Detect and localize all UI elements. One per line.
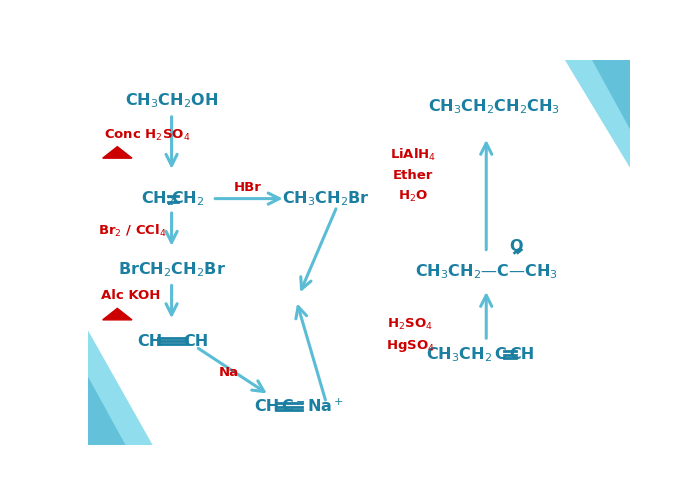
- Text: CH$_3$CH$_2$OH: CH$_3$CH$_2$OH: [125, 91, 218, 110]
- Text: HBr: HBr: [234, 180, 262, 194]
- Text: Na: Na: [218, 366, 239, 379]
- Text: Br$_2$ / CCl$_4$: Br$_2$ / CCl$_4$: [98, 224, 167, 240]
- Text: CH$_2$: CH$_2$: [141, 189, 175, 208]
- Polygon shape: [88, 376, 125, 445]
- Text: CH: CH: [137, 334, 162, 348]
- Text: CH$_3$CH$_2$—C—CH$_3$: CH$_3$CH$_2$—C—CH$_3$: [415, 262, 558, 281]
- Text: C$^-$Na$^+$: C$^-$Na$^+$: [281, 398, 344, 415]
- Text: H$_2$SO$_4$
HgSO$_4$: H$_2$SO$_4$ HgSO$_4$: [386, 316, 435, 354]
- Text: Conc H$_2$SO$_4$: Conc H$_2$SO$_4$: [104, 128, 190, 142]
- Polygon shape: [88, 330, 153, 445]
- Text: C: C: [494, 347, 505, 362]
- Text: CH$_3$CH$_2$CH$_2$CH$_3$: CH$_3$CH$_2$CH$_2$CH$_3$: [428, 97, 561, 116]
- Text: CH: CH: [183, 334, 209, 348]
- Text: Alc KOH: Alc KOH: [101, 289, 160, 302]
- Text: LiAlH$_4$
Ether
H$_2$O: LiAlH$_4$ Ether H$_2$O: [390, 147, 436, 204]
- Text: CH$_3$CH$_2$Br: CH$_3$CH$_2$Br: [282, 189, 370, 208]
- Polygon shape: [103, 146, 132, 158]
- Text: CH: CH: [254, 399, 279, 414]
- Text: BrCH$_2$CH$_2$Br: BrCH$_2$CH$_2$Br: [118, 260, 225, 279]
- Text: CH: CH: [509, 347, 534, 362]
- Text: CH$_3$CH$_2$: CH$_3$CH$_2$: [426, 345, 492, 364]
- Polygon shape: [103, 308, 132, 320]
- Polygon shape: [565, 60, 630, 168]
- Polygon shape: [592, 60, 630, 130]
- Text: O: O: [510, 239, 523, 254]
- Text: CH$_2$: CH$_2$: [172, 189, 204, 208]
